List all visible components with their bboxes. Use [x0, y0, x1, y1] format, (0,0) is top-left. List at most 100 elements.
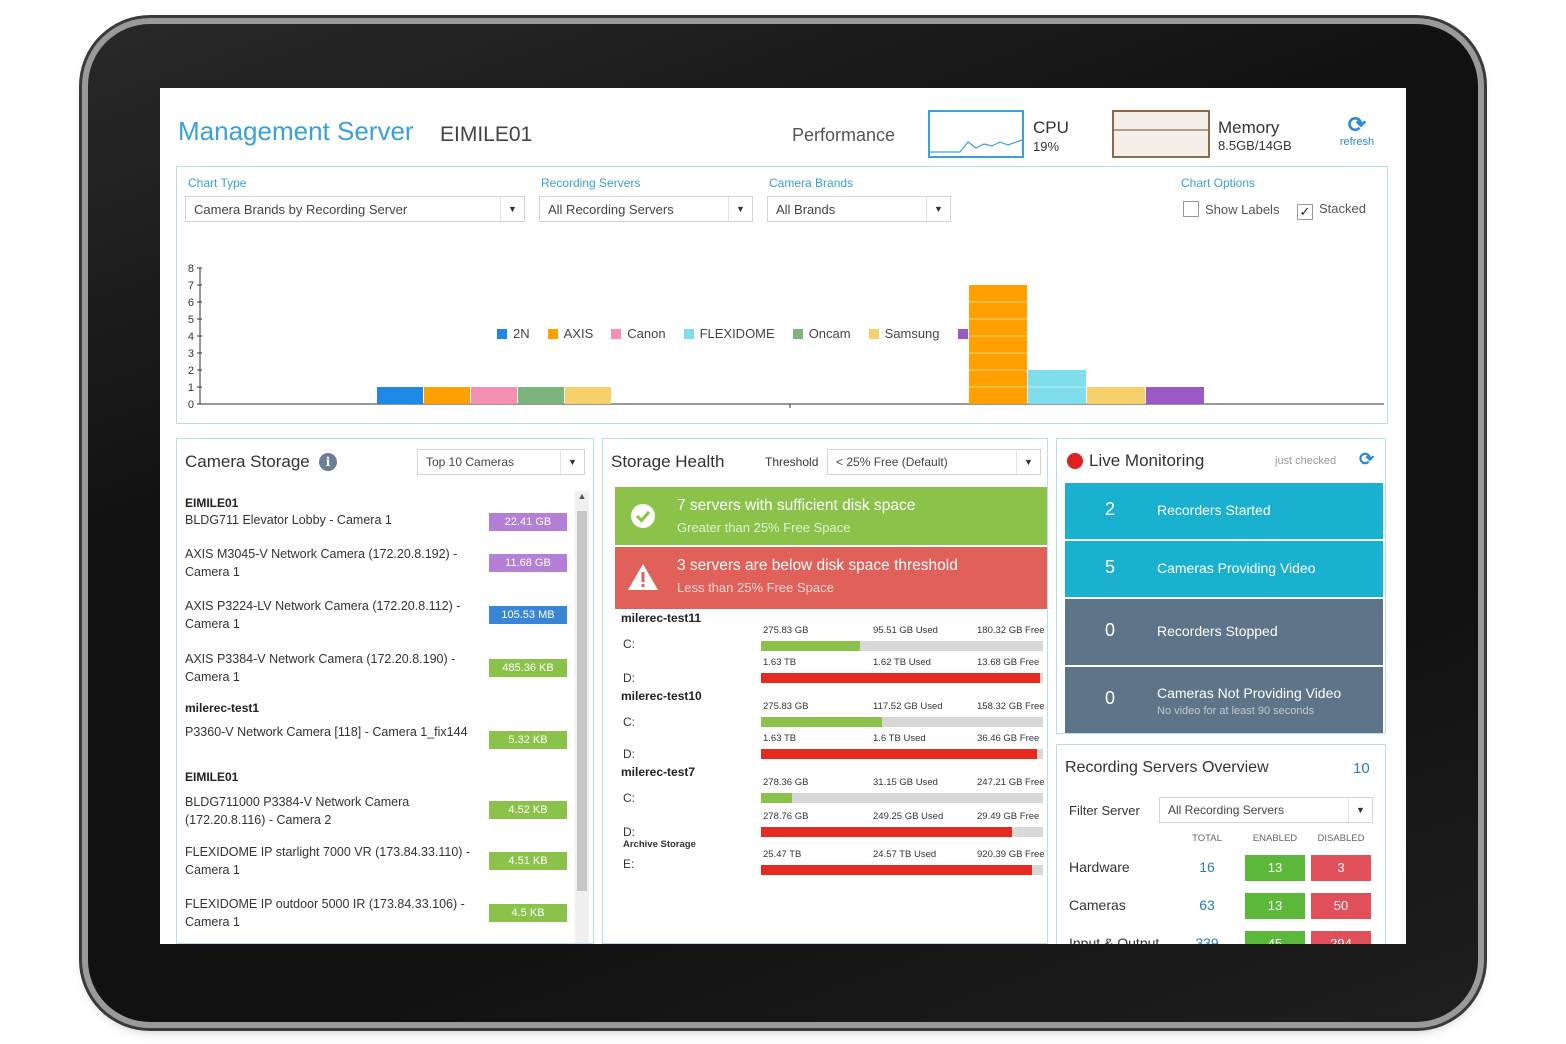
check-circle-icon	[631, 504, 655, 528]
scrollbar-thumb[interactable]	[577, 511, 587, 891]
refresh-icon[interactable]: ⟳	[1359, 449, 1375, 469]
rs-row-total[interactable]: 16	[1199, 859, 1215, 875]
rs-row-disabled[interactable]: 294	[1311, 931, 1371, 944]
cpu-value: 19%	[1033, 139, 1060, 154]
sufficient-space-banner[interactable]: 7 servers with sufficient disk space Gre…	[615, 487, 1047, 545]
camera-list-item[interactable]: P3360-V Network Camera [118] - Camera 1_…	[185, 725, 468, 739]
camera-storage-badge: 11.68 GB	[489, 554, 567, 572]
drive-usage-fill	[761, 749, 1038, 759]
show-labels-checkbox[interactable]: Show Labels	[1183, 201, 1279, 217]
monitoring-tile[interactable]: 5 Cameras Providing Video	[1065, 541, 1383, 597]
server-name: milerec-test7	[621, 765, 696, 779]
drive-label: D:	[623, 671, 635, 685]
y-tick-label: 1	[188, 382, 194, 394]
camera-list-item[interactable]: BLDG711 Elevator Lobby - Camera 1	[185, 513, 392, 527]
cpu-sparkline	[928, 110, 1024, 158]
camera-brands-label: Camera Brands	[769, 176, 854, 190]
y-tick-label: 0	[188, 399, 194, 411]
camera-list-scrollbar[interactable]: ▲	[575, 491, 589, 943]
legend-swatch	[497, 329, 507, 339]
camera-list-item[interactable]: FLEXIDOME IP outdoor 5000 IR (173.84.33.…	[185, 897, 465, 929]
legend-item[interactable]: Samsung	[868, 326, 940, 341]
drive-used: 24.57 TB Used	[873, 849, 937, 860]
ok-banner-title: 7 servers with sufficient disk space	[677, 497, 916, 514]
rs-row-enabled[interactable]: 45	[1245, 931, 1305, 944]
memory-label: Memory	[1218, 118, 1280, 137]
camera-list-item[interactable]: BLDG711000 P3384-V Network Camera (172.2…	[185, 795, 410, 827]
storage-health-title: Storage Health	[611, 452, 725, 471]
camera-storage-badge: 4.51 KB	[489, 852, 567, 870]
show-labels-text: Show Labels	[1205, 202, 1280, 217]
drive-label: E:	[623, 857, 635, 871]
legend-label: FLEXIDOME	[699, 326, 775, 341]
legend-item[interactable]: Oncam	[792, 326, 851, 341]
drive-free: 13.68 GB Free	[977, 657, 1040, 668]
bar-2n	[377, 387, 423, 404]
show-labels-box	[1183, 201, 1199, 217]
rs-row-total[interactable]: 339	[1195, 935, 1219, 944]
chart-panel: Chart Type Camera Brands by Recording Se…	[176, 166, 1388, 424]
chevron-down-icon: ▼	[728, 197, 752, 221]
drive-total: 25.47 TB	[763, 849, 802, 860]
camera-storage-panel: Camera Storage i Top 10 Cameras ▼ EIMILE…	[176, 438, 594, 944]
info-icon[interactable]: i	[319, 453, 337, 471]
camera-storage-title: Camera Storage	[185, 452, 310, 471]
cpu-label: CPU	[1033, 118, 1069, 137]
monitoring-tile[interactable]: 0 Cameras Not Providing Video No video for…	[1065, 667, 1383, 733]
legend-item[interactable]: AXIS	[547, 326, 593, 341]
stacked-checkbox[interactable]: ✓ Stacked	[1297, 201, 1366, 220]
monitoring-tile[interactable]: 0 Recorders Stopped	[1065, 599, 1383, 665]
monitoring-tile[interactable]: 2 Recorders Started	[1065, 483, 1383, 539]
stacked-text: Stacked	[1319, 201, 1366, 216]
recording-servers-select[interactable]: All Recording Servers ▼	[539, 196, 753, 222]
rs-row-disabled[interactable]: 3	[1311, 855, 1371, 881]
warn-banner-title: 3 servers are below disk space threshold	[677, 557, 958, 574]
memory-value: 8.5GB/14GB	[1218, 138, 1292, 153]
drive-total: 275.83 GB	[763, 701, 809, 712]
camera-list-item[interactable]: AXIS P3384-V Network Camera (172.20.8.19…	[185, 652, 456, 684]
refresh-button[interactable]: ⟳ refresh	[1334, 114, 1380, 149]
drive-usage-fill	[761, 717, 883, 727]
scroll-up-icon[interactable]: ▲	[577, 491, 587, 501]
y-tick-label: 4	[188, 331, 194, 343]
below-threshold-banner[interactable]: 3 servers are below disk space threshold…	[615, 547, 1047, 609]
rs-row-disabled[interactable]: 50	[1311, 893, 1371, 919]
camera-list-item[interactable]: FLEXIDOME IP starlight 7000 VR (173.84.3…	[185, 845, 471, 877]
filter-server-select[interactable]: All Recording Servers ▼	[1159, 797, 1373, 823]
recording-servers-label: Recording Servers	[541, 176, 641, 190]
live-monitoring-title: Live Monitoring	[1089, 451, 1205, 470]
server-hostname: EIMILE01	[440, 123, 533, 146]
tile-count: 0	[1105, 620, 1116, 640]
memory-sparkline	[1112, 110, 1210, 158]
legend-swatch	[683, 329, 694, 339]
tile-label: Cameras Providing Video	[1157, 560, 1316, 576]
legend-item[interactable]: Canon	[611, 326, 666, 341]
legend-label: Canon	[627, 326, 666, 341]
threshold-select[interactable]: < 25% Free (Default) ▼	[827, 449, 1041, 475]
chart-options-label: Chart Options	[1181, 176, 1256, 190]
drive-total: 1.63 TB	[763, 733, 797, 744]
legend-item[interactable]: FLEXIDOME	[683, 326, 775, 341]
threshold-label: Threshold	[765, 455, 819, 469]
camera-filter-select[interactable]: Top 10 Cameras ▼	[417, 449, 585, 475]
header-bar: Management Server EIMILE01 Performance C…	[160, 88, 1406, 166]
drive-usage-bar	[761, 673, 1043, 683]
drive-usage-bar	[761, 827, 1043, 837]
dashboard-screen: Management Server EIMILE01 Performance C…	[160, 88, 1406, 944]
drive-used: 31.15 GB Used	[873, 777, 938, 788]
legend-swatch	[792, 329, 803, 339]
rs-row-enabled[interactable]: 13	[1245, 855, 1305, 881]
camera-filter-value: Top 10 Cameras	[426, 455, 515, 469]
legend-item[interactable]: 2N	[497, 326, 530, 341]
y-tick-label: 2	[188, 365, 194, 377]
rs-row-total[interactable]: 63	[1199, 897, 1215, 913]
chevron-down-icon: ▼	[560, 450, 584, 474]
rs-overview-title: Recording Servers Overview	[1065, 759, 1269, 776]
camera-list-item[interactable]: AXIS P3224-LV Network Camera (172.20.8.1…	[185, 599, 461, 631]
camera-list-item[interactable]: AXIS M3045-V Network Camera (172.20.8.19…	[185, 547, 458, 579]
chart-type-select[interactable]: Camera Brands by Recording Server ▼	[185, 196, 525, 222]
camera-brands-select[interactable]: All Brands ▼	[767, 196, 951, 222]
legend-swatch	[957, 329, 968, 339]
rs-row-enabled[interactable]: 13	[1245, 893, 1305, 919]
drive-label: C:	[623, 715, 635, 729]
